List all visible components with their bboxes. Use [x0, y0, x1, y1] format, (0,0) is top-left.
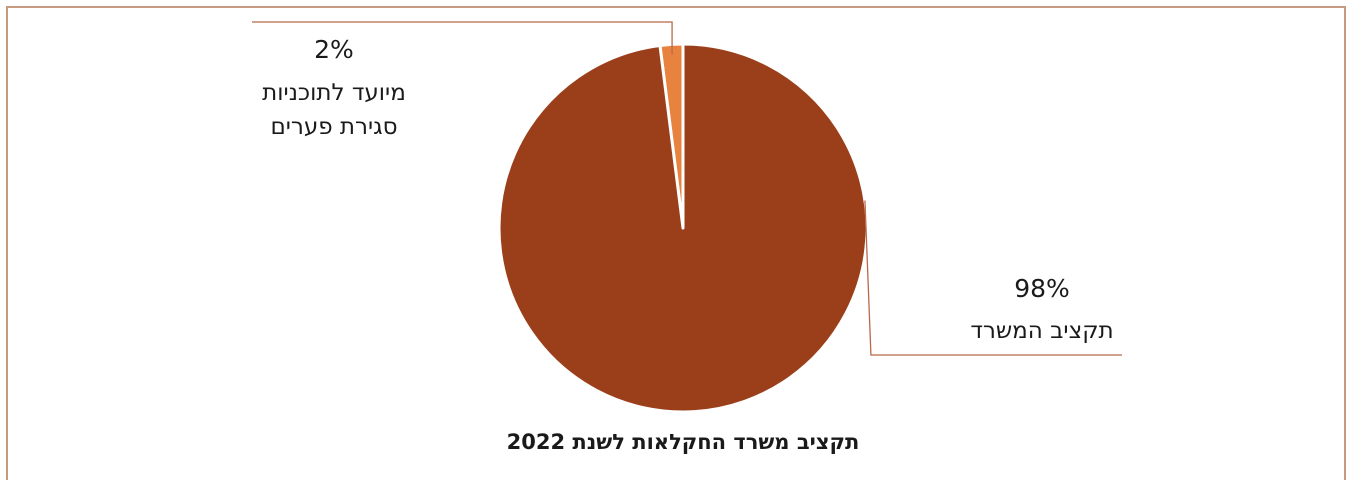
chart-title: תקציב משרד החקלאות לשנת 2022	[507, 430, 860, 454]
leader-line-1	[864, 200, 1122, 356]
slice-category-label-0-0: מיועד לתוכניות	[262, 80, 406, 106]
leader-line-0	[252, 21, 673, 55]
slice-value-label-0: 2%	[314, 35, 354, 64]
pie-slice-1	[497, 42, 869, 414]
chart-frame	[6, 6, 1346, 480]
slice-value-label-1: 98%	[1014, 274, 1070, 303]
slice-category-label-0-1: סגירת פערים	[270, 114, 397, 140]
slice-category-label-1-0: תקציב המשרד	[970, 318, 1113, 344]
